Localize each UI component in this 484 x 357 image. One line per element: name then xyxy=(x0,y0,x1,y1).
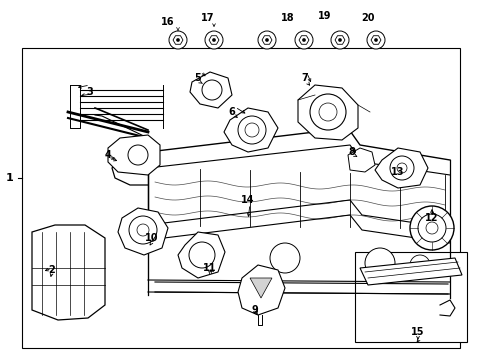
Bar xyxy=(22,48,459,348)
Circle shape xyxy=(136,224,149,236)
Circle shape xyxy=(409,255,429,275)
Text: 15: 15 xyxy=(410,327,424,337)
Circle shape xyxy=(374,39,377,42)
Polygon shape xyxy=(348,148,374,172)
Text: 9: 9 xyxy=(251,305,258,315)
Polygon shape xyxy=(249,278,272,298)
Text: 11: 11 xyxy=(203,263,216,273)
Text: 1: 1 xyxy=(6,173,14,183)
Polygon shape xyxy=(178,232,225,278)
Polygon shape xyxy=(261,36,272,44)
Circle shape xyxy=(409,206,453,250)
Circle shape xyxy=(238,116,265,144)
Polygon shape xyxy=(32,225,105,320)
Circle shape xyxy=(201,80,222,100)
Polygon shape xyxy=(148,130,449,310)
Polygon shape xyxy=(224,108,277,152)
Text: 18: 18 xyxy=(281,13,294,23)
Circle shape xyxy=(189,242,214,268)
Text: 17: 17 xyxy=(201,13,214,23)
Circle shape xyxy=(318,103,336,121)
Polygon shape xyxy=(108,135,160,175)
Circle shape xyxy=(212,39,215,42)
Polygon shape xyxy=(209,36,218,44)
Circle shape xyxy=(128,145,148,165)
Circle shape xyxy=(294,31,312,49)
Circle shape xyxy=(366,31,384,49)
Polygon shape xyxy=(359,258,461,285)
Bar xyxy=(354,252,466,342)
Circle shape xyxy=(330,31,348,49)
Text: 2: 2 xyxy=(48,265,55,275)
Circle shape xyxy=(244,123,258,137)
Text: 13: 13 xyxy=(391,167,404,177)
Polygon shape xyxy=(374,148,427,188)
Text: 12: 12 xyxy=(424,213,438,223)
Polygon shape xyxy=(299,36,308,44)
Circle shape xyxy=(338,39,341,42)
Circle shape xyxy=(176,39,179,42)
Circle shape xyxy=(396,163,406,173)
Circle shape xyxy=(425,222,437,234)
Polygon shape xyxy=(297,85,357,140)
Circle shape xyxy=(417,214,445,242)
Text: 16: 16 xyxy=(161,17,174,27)
Text: 8: 8 xyxy=(348,147,355,157)
Polygon shape xyxy=(173,36,182,44)
Text: 5: 5 xyxy=(194,73,201,83)
Text: 3: 3 xyxy=(87,87,93,97)
Polygon shape xyxy=(190,72,231,108)
Polygon shape xyxy=(118,208,167,255)
Circle shape xyxy=(389,156,413,180)
Circle shape xyxy=(257,31,275,49)
Text: 7: 7 xyxy=(301,73,308,83)
Text: 4: 4 xyxy=(105,150,111,160)
Text: 14: 14 xyxy=(241,195,254,205)
Circle shape xyxy=(309,94,345,130)
Circle shape xyxy=(168,31,187,49)
Text: 20: 20 xyxy=(361,13,374,23)
Circle shape xyxy=(364,248,394,278)
Circle shape xyxy=(302,39,305,42)
Polygon shape xyxy=(238,265,285,315)
Circle shape xyxy=(129,216,157,244)
Polygon shape xyxy=(370,36,380,44)
Text: 19: 19 xyxy=(318,11,331,21)
Circle shape xyxy=(270,243,300,273)
Circle shape xyxy=(205,31,223,49)
Circle shape xyxy=(265,39,268,42)
Text: 10: 10 xyxy=(145,233,158,243)
Text: 6: 6 xyxy=(228,107,235,117)
Polygon shape xyxy=(334,36,344,44)
